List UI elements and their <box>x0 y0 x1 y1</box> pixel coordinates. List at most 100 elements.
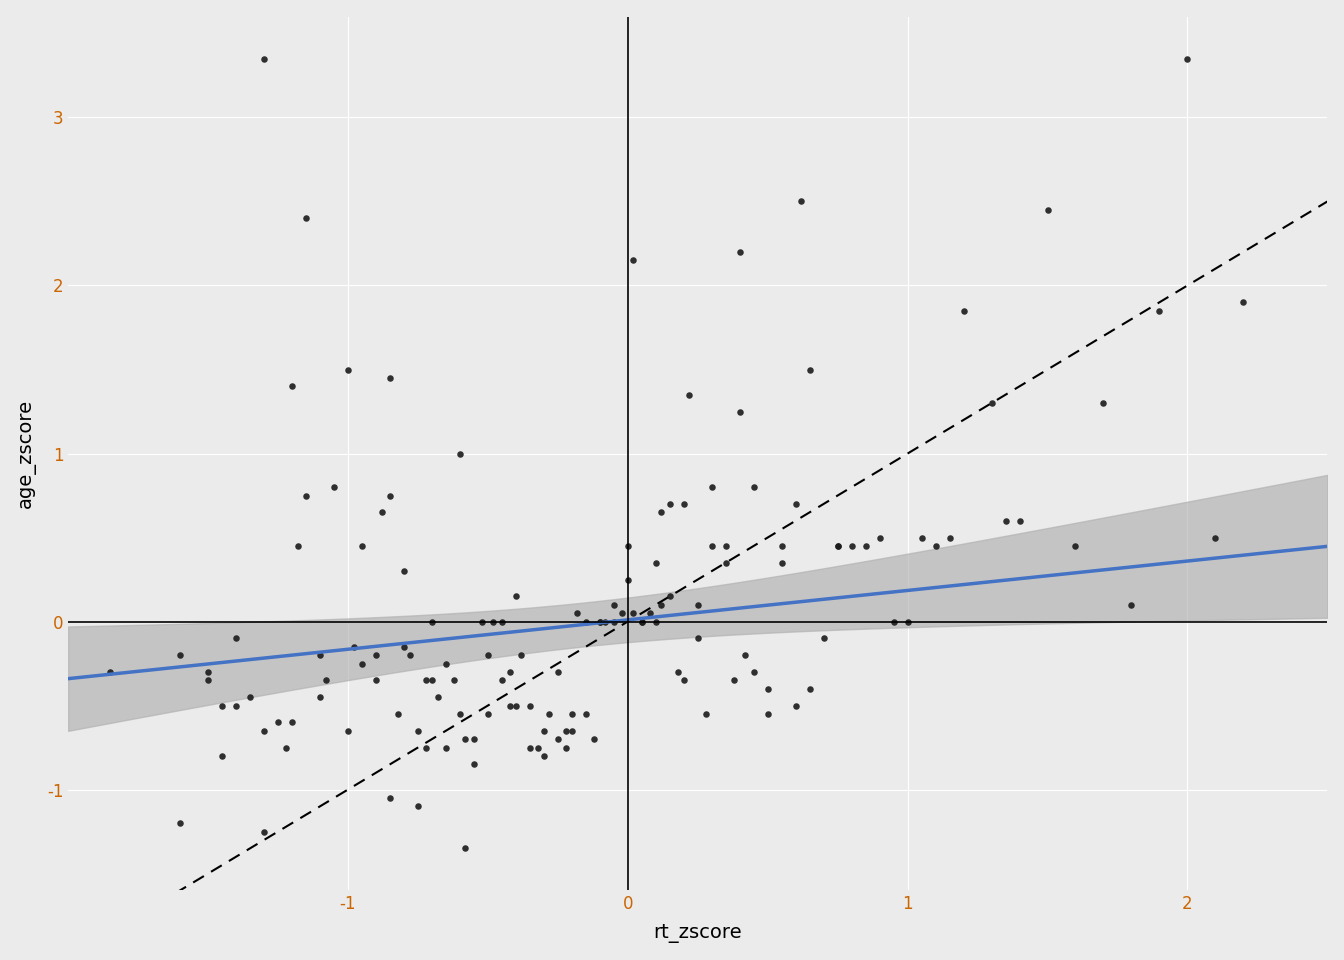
Point <box>617 572 638 588</box>
Point <box>1149 303 1171 319</box>
Point <box>500 698 521 713</box>
Point <box>679 387 700 402</box>
Point <box>953 303 974 319</box>
Point <box>387 707 409 722</box>
Point <box>790 194 812 209</box>
Point <box>464 756 485 772</box>
Point <box>309 689 331 705</box>
Point <box>407 799 429 814</box>
Point <box>1009 513 1031 528</box>
Point <box>645 555 667 570</box>
Point <box>659 496 680 512</box>
Point <box>981 396 1003 411</box>
Point <box>622 252 644 268</box>
Point <box>534 748 555 763</box>
Point <box>911 530 933 545</box>
Point <box>1232 295 1254 310</box>
Point <box>827 539 848 554</box>
Point <box>351 539 372 554</box>
Point <box>491 673 512 688</box>
Point <box>695 707 716 722</box>
Point <box>399 647 421 662</box>
Point <box>771 539 793 554</box>
Point <box>855 539 876 554</box>
Point <box>415 740 437 756</box>
Point <box>547 664 569 680</box>
Point <box>896 613 918 629</box>
Point <box>281 714 302 730</box>
Point <box>379 790 401 805</box>
Point <box>757 707 778 722</box>
Point <box>527 740 548 756</box>
Point <box>477 707 499 722</box>
Point <box>1036 203 1058 218</box>
Point <box>547 732 569 747</box>
Point <box>1204 530 1226 545</box>
Point <box>575 613 597 629</box>
Point <box>286 539 308 554</box>
Point <box>617 539 638 554</box>
Point <box>868 530 890 545</box>
Point <box>645 613 667 629</box>
Point <box>472 613 493 629</box>
Point <box>444 673 465 688</box>
Point <box>379 488 401 503</box>
Point <box>511 647 532 662</box>
Point <box>539 707 560 722</box>
Point <box>449 445 470 461</box>
Point <box>169 647 191 662</box>
Point <box>589 613 610 629</box>
Point <box>435 740 457 756</box>
Point <box>603 597 625 612</box>
Point <box>198 673 219 688</box>
Point <box>314 673 336 688</box>
Point <box>211 698 233 713</box>
Point <box>267 714 289 730</box>
Point <box>276 740 297 756</box>
Point <box>415 673 437 688</box>
Point <box>519 740 540 756</box>
Point <box>505 588 527 604</box>
Point <box>323 479 344 494</box>
Point <box>612 606 633 621</box>
Point <box>650 505 672 520</box>
Point <box>351 656 372 671</box>
Point <box>226 631 247 646</box>
Point <box>757 681 778 696</box>
Point <box>995 513 1016 528</box>
Point <box>687 597 708 612</box>
Point <box>454 841 476 856</box>
Point <box>253 51 274 66</box>
Point <box>728 244 750 259</box>
Point <box>449 707 470 722</box>
Point <box>421 613 442 629</box>
Point <box>650 597 672 612</box>
Point <box>505 698 527 713</box>
Point <box>1176 51 1198 66</box>
Point <box>239 689 261 705</box>
Point <box>198 664 219 680</box>
Point <box>454 732 476 747</box>
Point <box>622 606 644 621</box>
Point <box>309 647 331 662</box>
Point <box>555 723 577 738</box>
Point <box>583 732 605 747</box>
Point <box>728 404 750 420</box>
Point <box>519 698 540 713</box>
X-axis label: rt_zscore: rt_zscore <box>653 924 742 944</box>
Point <box>337 723 359 738</box>
Point <box>939 530 961 545</box>
Point <box>211 748 233 763</box>
Point <box>371 505 392 520</box>
Point <box>771 555 793 570</box>
Point <box>394 564 415 579</box>
Point <box>534 723 555 738</box>
Point <box>281 378 302 394</box>
Point <box>407 723 429 738</box>
Point <box>827 539 848 554</box>
Point <box>723 673 745 688</box>
Point <box>296 210 317 226</box>
Point <box>435 656 457 671</box>
Point <box>715 539 737 554</box>
Point <box>226 698 247 713</box>
